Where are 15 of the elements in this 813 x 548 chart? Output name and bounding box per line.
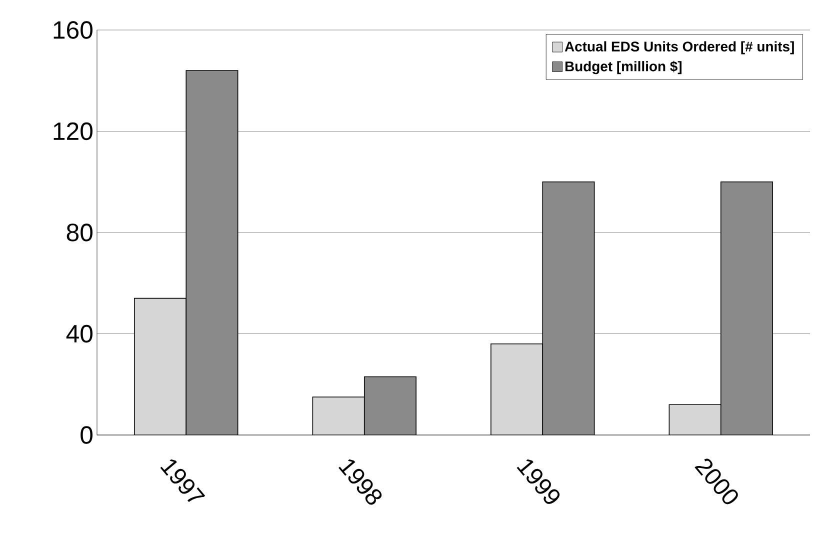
y-tick-label: 120 [54, 122, 92, 140]
y-tick-label: 160 [54, 21, 92, 39]
bar [312, 396, 365, 435]
bar [668, 404, 722, 435]
y-tick-label: 80 [66, 224, 92, 242]
bar [720, 181, 773, 435]
y-tick-label: 0 [80, 426, 93, 444]
y-tick-label: 40 [66, 324, 92, 343]
bar [186, 70, 238, 435]
bar [542, 181, 595, 435]
bar [490, 343, 544, 435]
legend-label: Actual EDS Units Ordered [# units] [564, 41, 794, 54]
legend-label: Budget [million $] [565, 60, 682, 74]
bar [134, 298, 187, 435]
bar [364, 376, 416, 435]
